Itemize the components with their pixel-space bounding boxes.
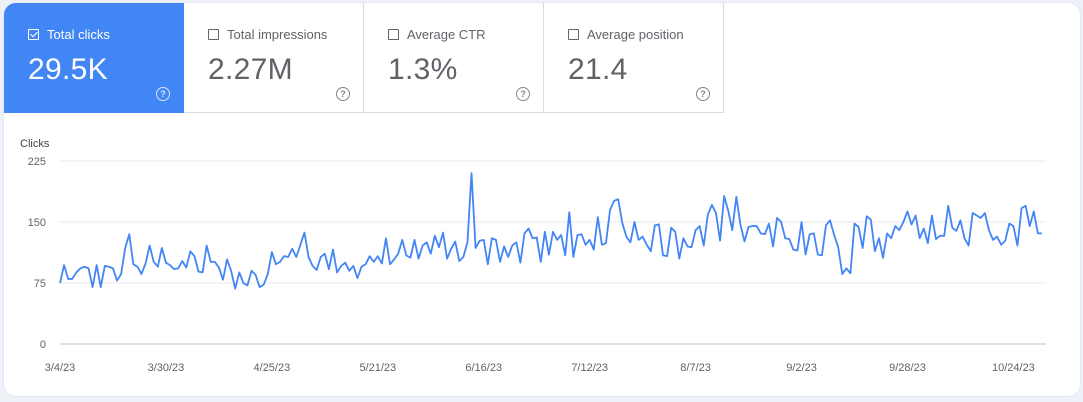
x-tick-label: 4/25/23 bbox=[254, 362, 291, 374]
metric-value: 1.3% bbox=[388, 53, 458, 86]
series-line-clicks bbox=[59, 172, 1042, 290]
checkbox-icon[interactable] bbox=[388, 29, 399, 40]
gridlines bbox=[60, 160, 1046, 345]
metric-header: Total clicks bbox=[28, 27, 110, 42]
x-tick-label: 9/28/23 bbox=[889, 362, 926, 374]
metric-header: Average position bbox=[568, 27, 684, 42]
help-icon[interactable]: ? bbox=[516, 87, 530, 101]
x-tick-label: 8/7/23 bbox=[680, 362, 711, 374]
x-tick-label: 5/21/23 bbox=[359, 362, 396, 374]
checkbox-icon[interactable] bbox=[208, 29, 219, 40]
metric-label: Average CTR bbox=[407, 27, 486, 42]
y-tick-labels: 0 75 150 225 bbox=[28, 156, 46, 351]
clicks-line-chart: Clicks 0 75 150 225 3/4/23 3/30/23 4/25/23 5/2… bbox=[20, 138, 1046, 374]
metric-value: 29.5K bbox=[28, 53, 108, 86]
metric-tab-average-ctr[interactable]: Average CTR 1.3% ? bbox=[364, 3, 544, 113]
x-tick-label: 10/24/23 bbox=[992, 362, 1035, 374]
y-axis-title: Clicks bbox=[20, 138, 50, 150]
metric-tab-total-clicks[interactable]: Total clicks 29.5K ? bbox=[4, 3, 184, 113]
y-tick-label: 225 bbox=[28, 156, 46, 168]
y-tick-label: 75 bbox=[34, 278, 46, 290]
metric-tab-total-impressions[interactable]: Total impressions 2.27M ? bbox=[184, 3, 364, 113]
x-tick-label: 7/12/23 bbox=[571, 362, 608, 374]
metric-tab-average-position[interactable]: Average position 21.4 ? bbox=[544, 3, 724, 113]
x-tick-label: 6/16/23 bbox=[465, 362, 502, 374]
metric-label: Total clicks bbox=[47, 27, 110, 42]
y-tick-label: 0 bbox=[40, 339, 46, 351]
help-icon[interactable]: ? bbox=[156, 87, 170, 101]
metric-value: 21.4 bbox=[568, 53, 628, 86]
performance-card: Total clicks 29.5K ? Total impressions 2… bbox=[4, 3, 1080, 396]
metric-label: Total impressions bbox=[227, 27, 328, 42]
metric-header: Average CTR bbox=[388, 27, 486, 42]
help-icon[interactable]: ? bbox=[336, 87, 350, 101]
metric-label: Average position bbox=[587, 27, 684, 42]
x-tick-label: 9/2/23 bbox=[786, 362, 817, 374]
help-icon[interactable]: ? bbox=[696, 87, 710, 101]
x-tick-labels: 3/4/23 3/30/23 4/25/23 5/21/23 6/16/23 7/12/2… bbox=[45, 362, 1035, 374]
checkbox-icon[interactable] bbox=[28, 29, 39, 40]
metric-header: Total impressions bbox=[208, 27, 327, 42]
x-tick-label: 3/4/23 bbox=[45, 362, 76, 374]
y-tick-label: 150 bbox=[28, 217, 46, 229]
x-tick-label: 3/30/23 bbox=[148, 362, 185, 374]
checkbox-icon[interactable] bbox=[568, 29, 579, 40]
metric-value: 2.27M bbox=[208, 53, 293, 86]
